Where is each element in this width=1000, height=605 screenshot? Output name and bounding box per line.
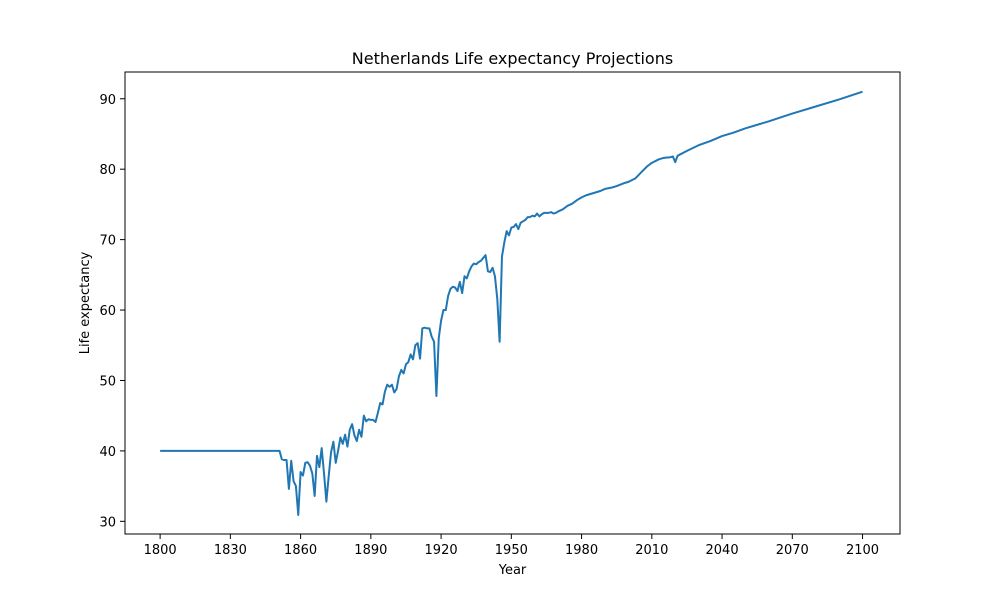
x-tick-label: 1980 <box>565 543 598 558</box>
y-tick-label: 50 <box>99 374 116 389</box>
y-tick-label: 60 <box>99 304 116 319</box>
x-tick-label: 1860 <box>284 543 317 558</box>
series-line-0 <box>160 90 863 516</box>
x-tick-label: 1950 <box>495 543 528 558</box>
y-tick-label: 40 <box>99 445 116 460</box>
y-tick-label: 70 <box>99 234 116 249</box>
y-axis-ticks: 30 40 50 60 70 80 90 <box>99 93 125 530</box>
x-tick-label: 1830 <box>214 543 247 558</box>
y-axis-label: Life expectancy <box>78 251 93 354</box>
plot-area <box>124 71 901 535</box>
x-tick-label: 1800 <box>144 543 177 558</box>
x-tick-label: 1890 <box>354 543 387 558</box>
x-tick-label: 2070 <box>776 543 809 558</box>
plot-frame <box>124 71 901 535</box>
x-axis-ticks: 1800 1830 1860 1890 1920 1950 1980 2010 2040 2070… <box>144 534 879 558</box>
y-tick-label: 80 <box>99 163 116 178</box>
x-tick-label: 2100 <box>846 543 879 558</box>
x-tick-label: 1920 <box>425 543 458 558</box>
y-tick-label: 90 <box>99 93 116 108</box>
x-axis-label: Year <box>498 563 527 578</box>
y-tick-label: 30 <box>99 515 116 530</box>
x-tick-label: 2010 <box>635 543 668 558</box>
x-tick-label: 2040 <box>706 543 739 558</box>
chart-title: Netherlands Life expectancy Projections <box>352 49 673 68</box>
